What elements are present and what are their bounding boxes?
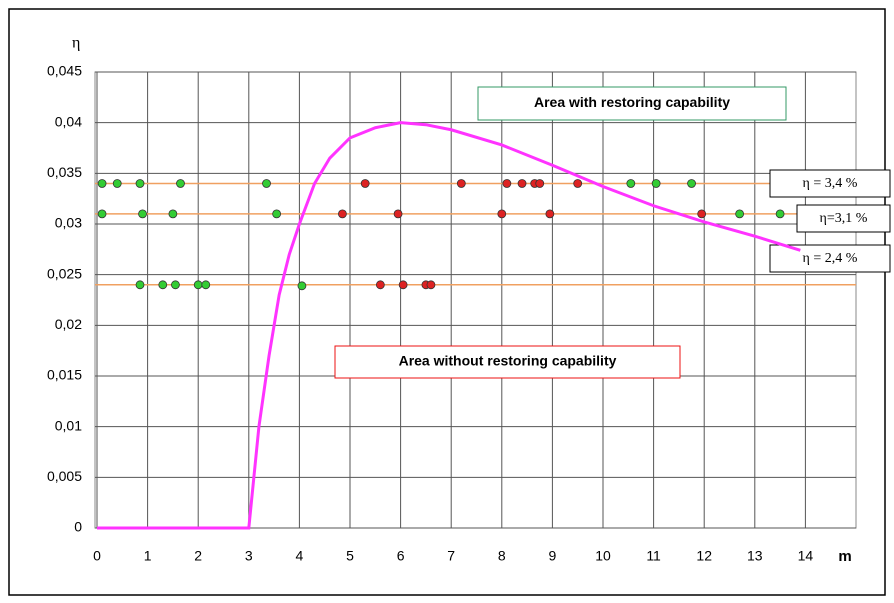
point — [97, 179, 107, 188]
plot-area — [94, 71, 857, 529]
point — [497, 209, 507, 219]
x-tick-label: 14 — [798, 548, 814, 564]
y-tick-label: 0,045 — [47, 63, 82, 79]
point — [775, 209, 785, 219]
y-tick-label: 0,02 — [55, 316, 82, 332]
point — [97, 209, 107, 219]
point — [338, 209, 347, 219]
point — [735, 209, 745, 219]
y-tick-label: 0,01 — [55, 417, 82, 433]
x-tick-label: 11 — [646, 548, 661, 564]
annotation: Area with restoring capability — [534, 94, 730, 110]
x-tick-label: 7 — [447, 548, 455, 564]
x-tick-label: 8 — [498, 548, 506, 564]
reference-label-box — [796, 204, 891, 233]
point — [171, 280, 180, 290]
point — [502, 179, 512, 188]
annotation-box — [334, 345, 681, 379]
x-tick-label: 13 — [747, 548, 763, 564]
x-tick-label: 1 — [144, 548, 152, 564]
y-tick-label: 0,03 — [55, 215, 82, 231]
annotation-box — [477, 86, 787, 121]
point — [398, 280, 408, 290]
point — [176, 179, 185, 188]
x-tick-label: 4 — [296, 548, 304, 564]
x-tick-label: 0 — [93, 548, 101, 564]
x-tick-label: 6 — [397, 548, 405, 564]
point — [426, 280, 436, 290]
point — [573, 179, 583, 188]
point — [393, 209, 403, 219]
point — [262, 179, 271, 188]
point — [687, 179, 696, 188]
point — [193, 280, 203, 290]
point — [272, 209, 282, 219]
point — [651, 179, 661, 188]
reference-label: η=3,1 % — [820, 211, 868, 226]
y-tick-label: 0 — [74, 519, 82, 535]
y-tick-label: 0,015 — [47, 367, 82, 383]
annotation: Area without restoring capability — [399, 353, 617, 369]
point — [697, 209, 707, 219]
point — [517, 179, 527, 188]
x-tick-label: 2 — [194, 548, 202, 564]
point — [135, 280, 145, 290]
point — [112, 179, 122, 188]
x-tick-label: 5 — [346, 548, 354, 564]
point — [626, 179, 636, 188]
point — [545, 209, 555, 219]
y-tick-label: 0,025 — [47, 265, 82, 281]
x-tick-label: 9 — [549, 548, 557, 564]
y-tick-label: 0,005 — [47, 468, 82, 484]
y-tick-label: 0,035 — [47, 164, 82, 180]
x-tick-label: 3 — [245, 548, 253, 564]
x-axis-label: m — [838, 548, 851, 565]
point — [456, 179, 466, 188]
point — [201, 280, 211, 290]
point — [297, 281, 307, 291]
x-tick-label: 10 — [595, 548, 611, 564]
y-axis-label: η — [72, 35, 80, 52]
point — [138, 209, 147, 219]
point — [375, 280, 385, 290]
reference-label: η = 2,4 % — [803, 251, 858, 266]
point — [135, 179, 145, 188]
reference-label: η = 3,4 % — [803, 176, 858, 191]
reference-label-box — [769, 244, 891, 273]
point — [535, 179, 545, 188]
curve — [97, 121, 801, 530]
x-tick-label: 12 — [696, 548, 712, 564]
reference-label-box — [769, 169, 891, 198]
point — [360, 179, 370, 188]
point — [158, 280, 168, 290]
y-tick-label: 0,04 — [55, 113, 82, 129]
point — [168, 209, 178, 219]
